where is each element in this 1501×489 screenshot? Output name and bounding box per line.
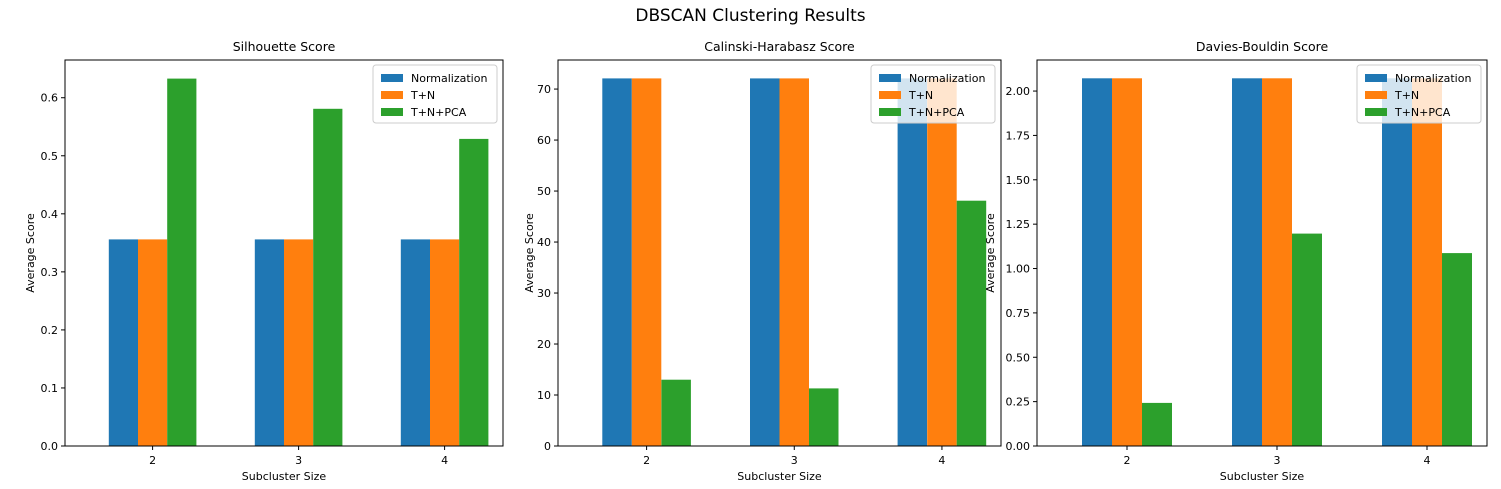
legend-label: T+N	[410, 89, 435, 102]
bar-t-n-3	[1262, 78, 1292, 447]
bar-t-n-4	[927, 78, 957, 447]
y-tick-label: 0.0	[41, 440, 59, 453]
legend-swatch	[1365, 91, 1387, 99]
bar-normalization-3	[254, 239, 284, 446]
bar-t-n-pca-3	[1292, 233, 1322, 446]
bar-t-n-pca-2	[167, 78, 197, 446]
y-tick-label: 0.2	[41, 324, 59, 337]
bar-t-n-4	[430, 239, 460, 446]
chart-title: Calinski-Harabasz Score	[704, 39, 855, 54]
bar-t-n-pca-4	[956, 200, 987, 446]
bar-normalization-2	[602, 78, 632, 447]
y-tick-label: 0.00	[1006, 440, 1031, 453]
legend-swatch	[381, 74, 403, 82]
bar-t-n-pca-4	[1442, 253, 1472, 446]
plot-frame	[557, 59, 1002, 447]
legend-swatch	[879, 74, 901, 82]
bar-t-n-pca-2	[1142, 402, 1172, 446]
legend-swatch	[1365, 74, 1387, 82]
bar-t-n-2	[1112, 78, 1142, 447]
y-tick-label: 70	[537, 83, 551, 96]
plot-frame	[1036, 59, 1488, 447]
legend-box	[372, 64, 498, 124]
x-axis-label: Subcluster Size	[737, 470, 822, 483]
legend-label: T+N+PCA	[410, 106, 467, 119]
figure-title: DBSCAN Clustering Results	[635, 6, 866, 26]
y-tick-label: 0.5	[41, 150, 59, 163]
legend-swatch	[1365, 108, 1387, 116]
bar-normalization-2	[1082, 78, 1112, 447]
chart-panel-2: 0 10 20 30 40 50 60 70 2 3 4 Calinski-Harabasz Scor…	[523, 39, 1002, 483]
legend-label: Normalization	[411, 72, 487, 85]
legend-label: T+N	[908, 89, 933, 102]
bar-t-n-pca-4	[459, 138, 489, 446]
x-tick-label: 2	[1124, 454, 1131, 467]
y-axis-label: Average Score	[984, 213, 997, 293]
legend-swatch	[381, 108, 403, 116]
bar-t-n-pca-3	[809, 388, 839, 446]
legend-label: Normalization	[909, 72, 985, 85]
y-tick-label: 2.00	[1006, 85, 1031, 98]
y-tick-label: 1.25	[1006, 218, 1031, 231]
y-tick-label: 1.00	[1006, 263, 1031, 276]
y-tick-label: 60	[537, 134, 551, 147]
y-tick-label: 0.3	[41, 266, 59, 279]
legend-label: T+N+PCA	[1394, 106, 1451, 119]
bar-t-n-pca-3	[313, 108, 343, 447]
legend-box	[870, 64, 996, 124]
y-tick-label: 1.50	[1006, 174, 1031, 187]
x-tick-label: 3	[295, 454, 302, 467]
x-tick-label: 2	[149, 454, 156, 467]
y-tick-label: 1.75	[1006, 129, 1031, 142]
bar-normalization-3	[1232, 78, 1262, 447]
legend-label: Normalization	[1395, 72, 1471, 85]
x-tick-label: 3	[1274, 454, 1281, 467]
bar-t-n-pca-2	[661, 379, 691, 446]
bar-normalization-4	[897, 78, 928, 447]
legend-label: T+N+PCA	[908, 106, 965, 119]
chart-title: Silhouette Score	[233, 39, 336, 54]
chart-title: Davies-Bouldin Score	[1196, 39, 1329, 54]
y-tick-label: 40	[537, 236, 551, 249]
x-tick-label: 4	[441, 454, 448, 467]
bar-t-n-2	[631, 78, 662, 447]
y-tick-label: 0.50	[1006, 351, 1031, 364]
legend-swatch	[381, 91, 403, 99]
y-tick-label: 50	[537, 185, 551, 198]
chart-panel-3: 0.00 0.25 0.50 0.75 1.00 1.25 1.50 1.75 2.00 2 3 4 D…	[984, 39, 1488, 483]
y-tick-label: 0.25	[1006, 396, 1031, 409]
bar-t-n-2	[138, 239, 168, 446]
x-tick-label: 4	[1424, 454, 1431, 467]
chart-panel-1: 0.0 0.1 0.2 0.3 0.4 0.5 0.6 2 3 4 Silhouette Score…	[24, 39, 504, 483]
y-axis-label: Average Score	[24, 213, 37, 293]
bar-t-n-3	[284, 239, 314, 446]
y-axis-label: Average Score	[523, 213, 536, 293]
legend-swatch	[879, 108, 901, 116]
legend-label: T+N	[1394, 89, 1419, 102]
x-tick-label: 3	[791, 454, 798, 467]
bar-t-n-4	[1412, 78, 1442, 447]
y-tick-label: 0.75	[1006, 307, 1031, 320]
bar-t-n-3	[779, 78, 809, 447]
y-tick-label: 10	[537, 389, 551, 402]
y-tick-label: 30	[537, 287, 551, 300]
y-tick-label: 0.6	[41, 92, 59, 105]
legend-box	[1356, 64, 1482, 124]
y-tick-label: 0.1	[41, 382, 59, 395]
y-tick-label: 0	[544, 440, 551, 453]
bar-normalization-4	[1382, 78, 1412, 447]
bar-normalization-3	[750, 78, 780, 447]
bar-normalization-2	[108, 239, 138, 446]
y-tick-label: 20	[537, 338, 551, 351]
bar-normalization-4	[400, 239, 430, 446]
x-tick-label: 2	[643, 454, 650, 467]
legend-swatch	[879, 91, 901, 99]
y-tick-label: 0.4	[41, 208, 59, 221]
x-axis-label: Subcluster Size	[1220, 470, 1305, 483]
x-axis-label: Subcluster Size	[242, 470, 327, 483]
x-tick-label: 4	[938, 454, 945, 467]
plot-frame	[64, 59, 504, 447]
